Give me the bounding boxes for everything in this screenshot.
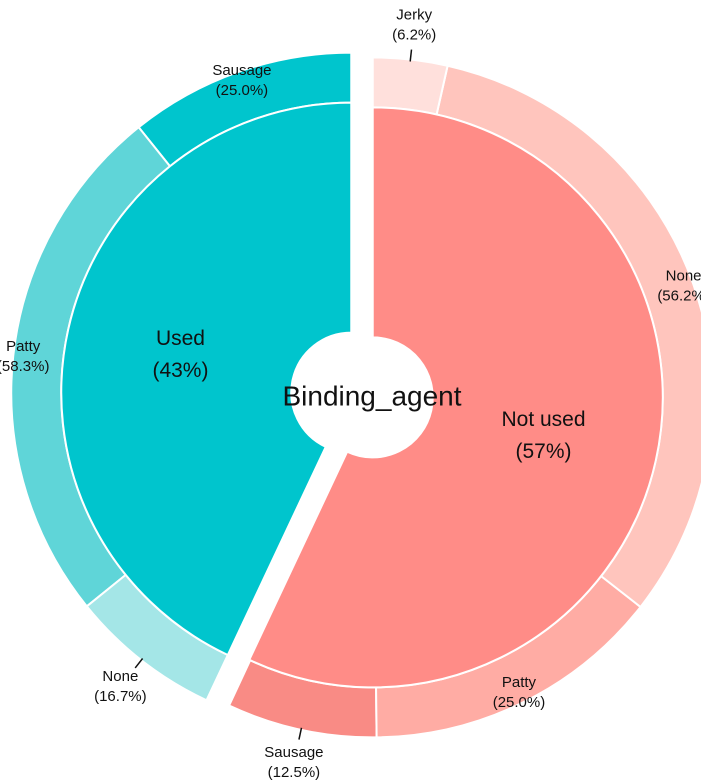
inner-segment [60, 101, 353, 657]
outer-label: Sausage [264, 744, 323, 761]
inner-segment [247, 106, 664, 689]
outer-value-label: (25.0%) [216, 82, 269, 99]
outer-segment [371, 56, 449, 116]
outer-value-label: (6.2%) [392, 27, 436, 44]
outer-label: None [102, 668, 138, 685]
outer-label: Patty [502, 674, 537, 691]
outer-label: None [666, 268, 701, 285]
inner-value-label: (43%) [152, 359, 208, 382]
outer-label: Sausage [212, 62, 271, 79]
leader-line [134, 658, 144, 669]
outer-value-label: (58.3%) [0, 358, 49, 375]
leader-line [298, 727, 303, 740]
leader-line [409, 49, 413, 62]
center-label: Binding_agent [282, 380, 461, 411]
outer-label: Jerky [396, 7, 432, 24]
outer-value-label: (56.2%) [657, 288, 701, 305]
inner-label: Not used [501, 408, 585, 431]
inner-label: Used [156, 327, 205, 350]
outer-label: Patty [6, 338, 41, 355]
inner-value-label: (57%) [516, 440, 572, 463]
outer-value-label: (12.5%) [268, 764, 321, 781]
outer-value-label: (16.7%) [94, 688, 147, 705]
outer-value-label: (25.0%) [493, 694, 546, 711]
